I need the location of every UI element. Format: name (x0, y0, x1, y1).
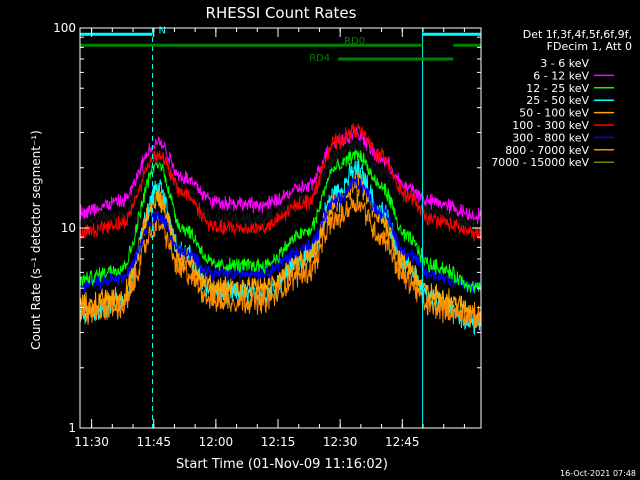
axes-frame (79, 27, 482, 429)
legend-label: 25 - 50 keV (526, 94, 589, 107)
y-axis-label: Count Rate (s⁻¹ detector segment⁻¹) (29, 130, 43, 350)
y-tick-label: 10 (61, 221, 76, 235)
legend-label: 100 - 300 keV (512, 119, 589, 132)
x-tick-label: 12:30 (323, 435, 358, 449)
y-tick-label: 1 (68, 421, 76, 435)
x-tick-label: 12:00 (199, 435, 234, 449)
series-3-6-kev (79, 137, 482, 236)
legend-label: 50 - 100 keV (519, 107, 589, 120)
flag-rd0-label: RD0 (344, 36, 365, 47)
series-300-800-kev (79, 176, 482, 294)
legend-label: 6 - 12 keV (533, 69, 589, 82)
series-800-7000-kev (79, 192, 482, 330)
x-tick-label: 11:45 (136, 435, 171, 449)
plot-area: N RD0 RD4 1 10 100 11:30 11:45 12:00 12:15 12:30 12… (53, 21, 482, 449)
x-axis-label: Start Time (01-Nov-09 11:16:02) (176, 457, 388, 472)
series-12-25-kev (79, 147, 482, 294)
x-tick-label: 12:15 (261, 435, 296, 449)
legend-header-2: FDecim 1, Att 0 (547, 40, 632, 53)
chart-title: RHESSI Count Rates (206, 4, 357, 22)
legend-label: 800 - 7000 keV (505, 144, 589, 157)
legend-label: 7000 - 15000 keV (491, 156, 589, 169)
legend-header-1: Det 1f,3f,4f,5f,6f,9f, (523, 28, 632, 41)
y-tick-label: 100 (53, 21, 76, 35)
legend-label: 300 - 800 keV (512, 131, 589, 144)
series-6-12-kev (79, 126, 482, 225)
x-tick-label: 11:30 (74, 435, 109, 449)
flag-n-label: N (158, 25, 165, 36)
flag-rd4-label: RD4 (309, 53, 330, 64)
timestamp: 16-Oct-2021 07:48 (560, 469, 636, 478)
legend-label: 3 - 6 keV (540, 57, 589, 70)
x-tick-label: 12:45 (385, 435, 420, 449)
legend-label: 12 - 25 keV (526, 82, 589, 95)
series-100-300-kev (79, 122, 482, 242)
